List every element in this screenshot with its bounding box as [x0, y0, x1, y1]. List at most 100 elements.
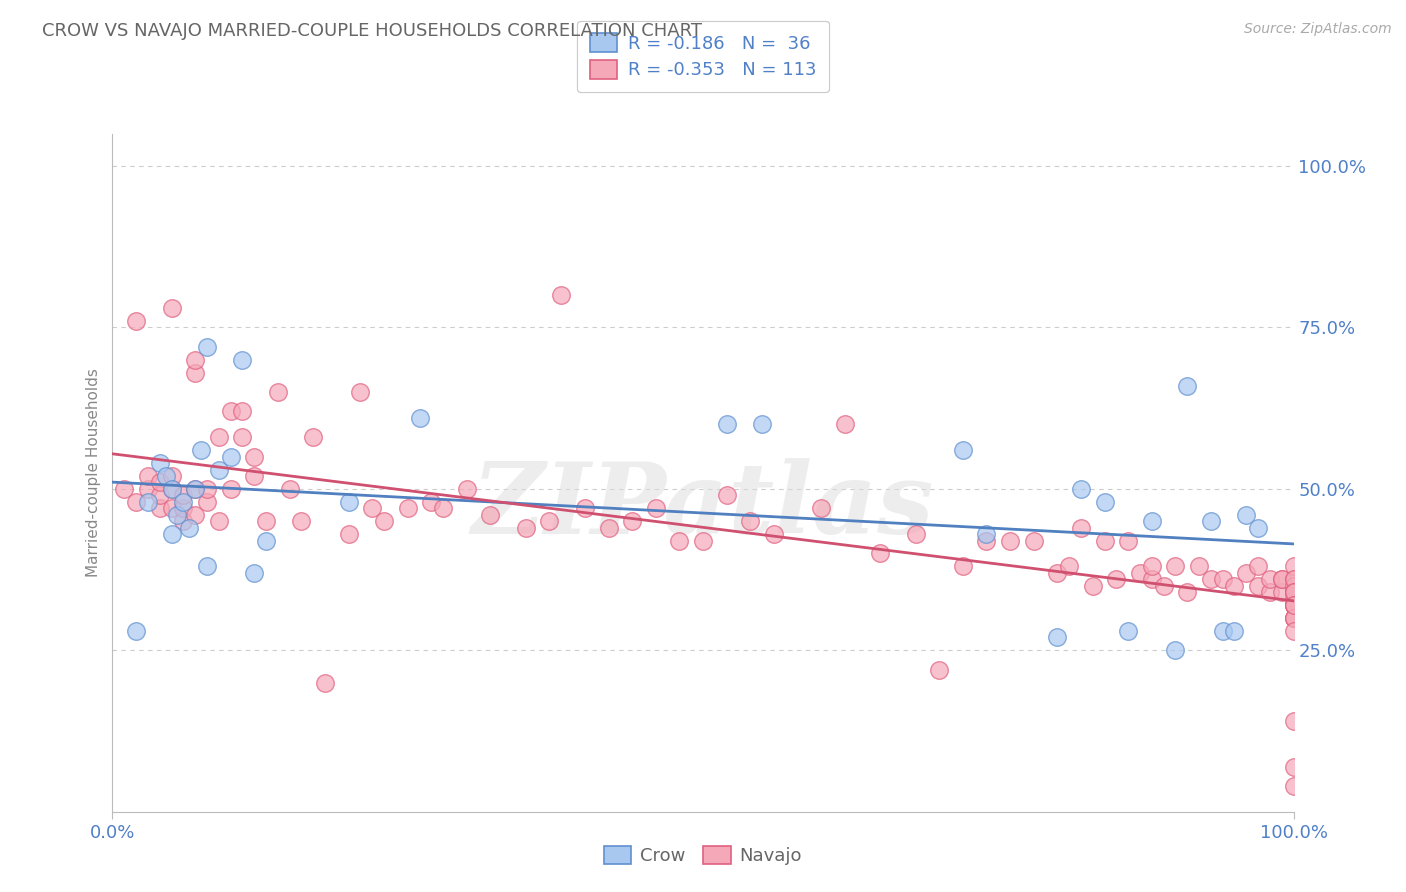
Point — [1247, 559, 1270, 574]
Point — [337, 495, 360, 509]
Point — [231, 430, 253, 444]
Point — [1282, 585, 1305, 599]
Point — [373, 514, 395, 528]
Point — [1094, 495, 1116, 509]
Point — [172, 495, 194, 509]
Point — [149, 456, 172, 470]
Point — [361, 501, 384, 516]
Point — [1070, 521, 1092, 535]
Point — [1153, 579, 1175, 593]
Point — [125, 314, 148, 328]
Point — [190, 443, 212, 458]
Point — [1046, 566, 1069, 580]
Point — [716, 488, 738, 502]
Point — [716, 417, 738, 432]
Point — [1282, 572, 1305, 586]
Point — [1199, 514, 1222, 528]
Point — [1282, 779, 1305, 793]
Point — [1247, 579, 1270, 593]
Point — [668, 533, 690, 548]
Point — [302, 430, 325, 444]
Point — [349, 385, 371, 400]
Point — [1282, 585, 1305, 599]
Point — [184, 352, 207, 367]
Point — [160, 482, 183, 496]
Point — [1282, 598, 1305, 612]
Point — [1258, 585, 1281, 599]
Point — [155, 469, 177, 483]
Point — [208, 514, 231, 528]
Point — [692, 533, 714, 548]
Point — [125, 495, 148, 509]
Point — [160, 527, 183, 541]
Point — [1282, 585, 1305, 599]
Point — [1212, 624, 1234, 638]
Legend: Crow, Navajo: Crow, Navajo — [595, 837, 811, 874]
Point — [243, 566, 266, 580]
Point — [1081, 579, 1104, 593]
Point — [1234, 566, 1257, 580]
Point — [278, 482, 301, 496]
Point — [219, 404, 242, 418]
Point — [195, 340, 218, 354]
Point — [396, 501, 419, 516]
Point — [219, 482, 242, 496]
Point — [160, 301, 183, 315]
Point — [1282, 572, 1305, 586]
Point — [337, 527, 360, 541]
Point — [740, 514, 762, 528]
Point — [172, 488, 194, 502]
Point — [1164, 643, 1187, 657]
Point — [231, 352, 253, 367]
Point — [136, 469, 159, 483]
Point — [1271, 585, 1294, 599]
Point — [136, 495, 159, 509]
Point — [267, 385, 290, 400]
Point — [515, 521, 537, 535]
Point — [172, 514, 194, 528]
Point — [928, 663, 950, 677]
Point — [1223, 624, 1246, 638]
Point — [195, 482, 218, 496]
Point — [195, 495, 218, 509]
Point — [810, 501, 832, 516]
Point — [1282, 559, 1305, 574]
Point — [834, 417, 856, 432]
Point — [1175, 585, 1198, 599]
Point — [1140, 572, 1163, 586]
Point — [1022, 533, 1045, 548]
Point — [136, 482, 159, 496]
Point — [751, 417, 773, 432]
Point — [1070, 482, 1092, 496]
Point — [149, 475, 172, 490]
Point — [149, 501, 172, 516]
Point — [254, 514, 277, 528]
Point — [243, 469, 266, 483]
Point — [952, 559, 974, 574]
Point — [952, 443, 974, 458]
Point — [243, 450, 266, 464]
Point — [1129, 566, 1152, 580]
Point — [1282, 579, 1305, 593]
Point — [408, 410, 430, 425]
Point — [1212, 572, 1234, 586]
Point — [1282, 624, 1305, 638]
Point — [1282, 598, 1305, 612]
Point — [1223, 579, 1246, 593]
Point — [479, 508, 502, 522]
Point — [184, 366, 207, 380]
Point — [1199, 572, 1222, 586]
Point — [574, 501, 596, 516]
Point — [1282, 759, 1305, 773]
Point — [1282, 611, 1305, 625]
Point — [1282, 585, 1305, 599]
Point — [172, 501, 194, 516]
Point — [1282, 598, 1305, 612]
Point — [112, 482, 135, 496]
Point — [160, 501, 183, 516]
Point — [1164, 559, 1187, 574]
Point — [1282, 598, 1305, 612]
Point — [290, 514, 312, 528]
Point — [1116, 533, 1139, 548]
Point — [184, 508, 207, 522]
